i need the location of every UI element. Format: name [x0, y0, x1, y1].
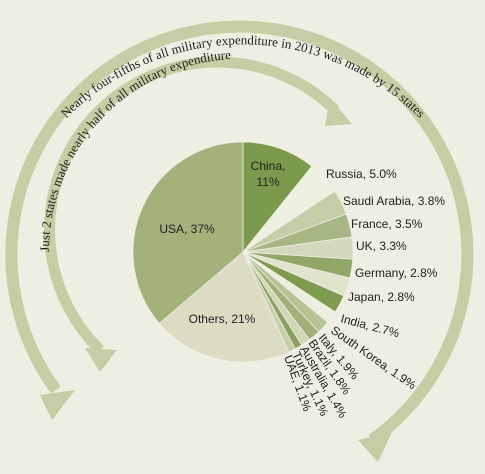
slice-label: Japan, 2.8%	[348, 290, 415, 304]
slice-label: China, 11%	[251, 159, 286, 189]
pie-slice	[158, 251, 290, 363]
arrowhead	[325, 98, 352, 126]
label-line: 11%	[256, 175, 279, 189]
pie-slice	[132, 141, 244, 324]
arrowhead	[40, 390, 75, 420]
label-line: China,	[251, 159, 286, 173]
inner-arrow	[44, 56, 339, 354]
slice-label: Saudi Arabia, 3.8%	[343, 194, 445, 208]
slice-label: UK, 3.3%	[356, 239, 407, 253]
pie-slice	[242, 141, 313, 254]
arrowhead	[358, 432, 392, 462]
slice-label: Russia, 5.0%	[326, 167, 397, 181]
slice-label: Others, 21%	[189, 312, 256, 326]
slice-label: USA, 37%	[159, 222, 215, 236]
slice-label: France, 3.5%	[351, 217, 423, 231]
slice-label: Germany, 2.8%	[355, 266, 438, 280]
outer-arrow	[5, 20, 474, 445]
arrowhead	[85, 348, 117, 372]
